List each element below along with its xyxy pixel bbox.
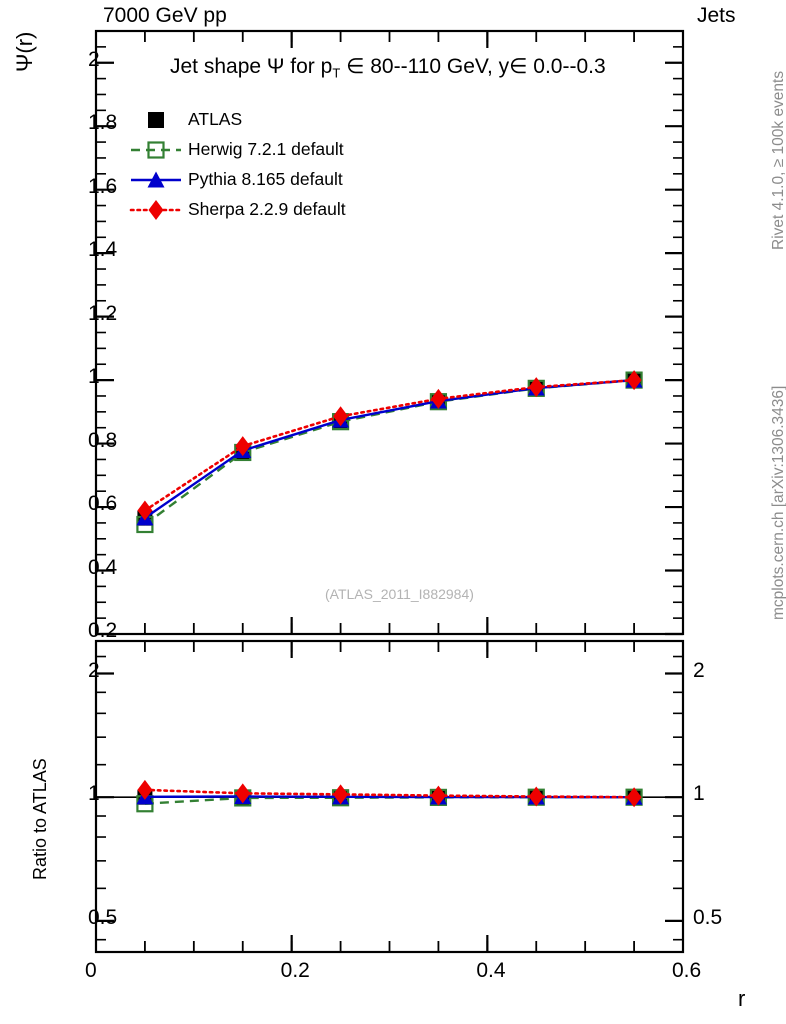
data-point-marker [430, 388, 446, 409]
title-post: ∈ 80--110 GeV, y∈ 0.0--0.3 [340, 55, 606, 78]
data-point-marker [235, 436, 251, 457]
data-point-marker [147, 171, 165, 188]
data-point-marker [333, 784, 349, 805]
data-point-marker [137, 500, 153, 521]
x-tick-label-3: 0.6 [672, 959, 702, 982]
series-sherpa [137, 370, 642, 521]
series-line [143, 378, 636, 512]
x-axis-label: r [738, 986, 746, 1011]
data-point-marker [148, 200, 164, 220]
main-panel-frame [94, 29, 685, 636]
legend-marker-sherpa [148, 200, 164, 220]
x-tick-label-1: 0.2 [280, 959, 310, 982]
ratio-y-tick-label-right-1: 1 [693, 782, 705, 806]
data-point-marker [626, 370, 642, 391]
data-point-marker [626, 787, 642, 808]
plot-title: Jet shape Ψ for pT ∈ 80--110 GeV, y∈ 0.0… [170, 54, 606, 81]
legend-marker-atlas [148, 112, 164, 128]
header-right-category: Jets [697, 4, 736, 27]
legend-label-sherpa: Sherpa 2.2.9 default [188, 199, 346, 219]
analysis-watermark: (ATLAS_2011_I882984) [325, 586, 474, 602]
legend-label-atlas: ATLAS [188, 109, 243, 129]
data-point-marker [235, 783, 251, 804]
series-line [144, 378, 635, 519]
series-pythia [136, 371, 643, 526]
legend-label-pythia: Pythia 8.165 default [188, 169, 343, 189]
legend-marker-herwig [147, 141, 165, 159]
ratio-y-tick-label-right-0: 0.5 [693, 905, 723, 929]
series-atlas [137, 372, 642, 526]
data-point-marker [147, 141, 165, 159]
data-point-marker [430, 785, 446, 806]
data-point-marker [148, 112, 164, 128]
data-point-marker [528, 377, 544, 398]
x-tick-label-0: 0 [85, 959, 97, 982]
series-line [144, 378, 635, 526]
header-left-beam: 7000 GeV pp [103, 4, 227, 27]
series-line [143, 788, 636, 799]
series-herwig [136, 371, 643, 534]
title-pre: Jet shape Ψ for p [170, 55, 333, 78]
series-sherpa [137, 779, 642, 808]
x-tick-label-2: 0.4 [476, 959, 506, 982]
data-point-marker [137, 779, 153, 800]
series-line [144, 795, 635, 799]
title-subscript: T [332, 65, 341, 81]
data-point-marker [528, 786, 544, 807]
ratio-y-tick-label-right-2: 2 [693, 658, 705, 682]
data-point-marker [333, 406, 349, 427]
legend-label-herwig: Herwig 7.2.1 default [188, 139, 344, 159]
legend-marker-pythia [147, 171, 165, 188]
